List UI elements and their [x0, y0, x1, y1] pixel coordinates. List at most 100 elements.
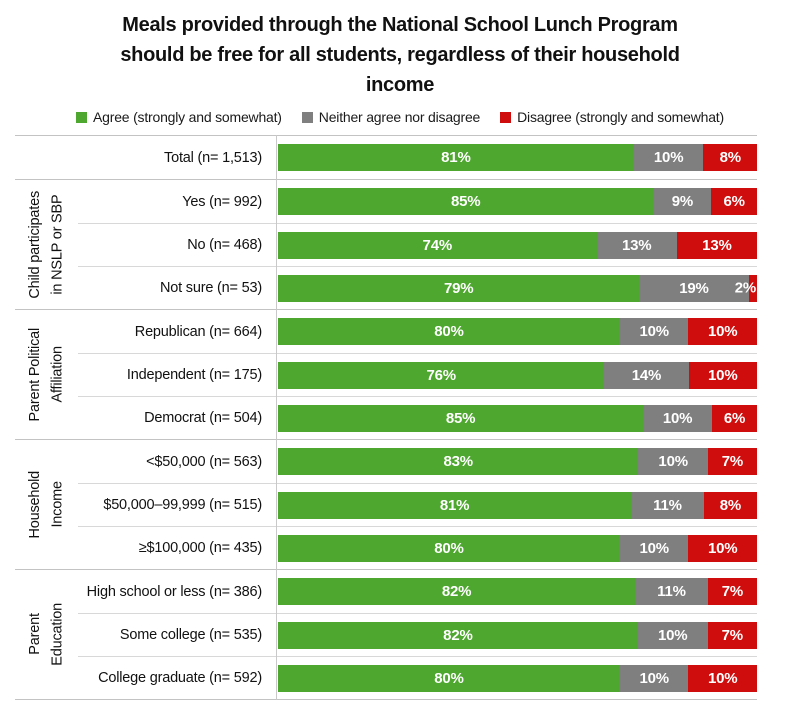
bar-segment-neither: 10% [638, 448, 708, 475]
legend-swatch-disagree-icon [500, 111, 512, 123]
bar-segment-agree: 82% [278, 578, 636, 605]
bar-segment-label: 10% [653, 149, 684, 166]
category-group: Total (n= 1,513) 81% 10% 8% [15, 135, 757, 179]
category-label: Democrat (n= 504) [144, 410, 262, 426]
bar-segment-label: 81% [441, 149, 471, 166]
legend-label: Neither agree nor disagree [318, 109, 481, 125]
chart: Total (n= 1,513) 81% 10% 8% Child participat… [15, 135, 758, 700]
bar-segment-disagree: 8% [703, 144, 757, 171]
legend: Agree (strongly and somewhat) Neither ag… [0, 109, 800, 125]
group-label-cell: Parent Education [15, 570, 78, 699]
bar-segment-agree: 80% [278, 664, 620, 692]
chart-row: Some college (n= 535) 82% 10% 7% [78, 613, 757, 656]
bar-segment-disagree: 7% [707, 621, 757, 649]
stacked-bar: 81% 11% 8% [278, 491, 757, 519]
legend-label: Agree (strongly and somewhat) [93, 109, 282, 125]
chart-row: ≥$100,000 (n= 435) 80% 10% 10% [78, 526, 757, 569]
bar-segment-agree: 80% [278, 318, 620, 345]
bar-segment-label: 10% [662, 409, 693, 427]
group-rows: Total (n= 1,513) 81% 10% 8% [78, 136, 757, 179]
bar-segment-neither: 11% [631, 491, 704, 519]
group-rows: High school or less (n= 386) 82% 11% 7% Some… [78, 570, 758, 699]
bar-segment-label: 10% [639, 539, 670, 557]
chart-row: High school or less (n= 386) 82% 11% 7% [78, 570, 758, 613]
bar-segment-neither: 14% [604, 361, 689, 389]
bar-segment-agree: 82% [278, 621, 638, 649]
group-label-cell: Parent Political Affiliation [15, 310, 78, 439]
bar-segment-label: 13% [702, 236, 732, 254]
stacked-bar: 83% 10% 7% [278, 448, 758, 475]
bar-segment-disagree: 10% [688, 361, 757, 389]
bar-segment-label: 10% [708, 323, 738, 340]
bar-segment-disagree: 10% [688, 664, 757, 692]
bar-segment-label: 85% [450, 193, 481, 210]
group-label: Parent Political Affiliation [27, 327, 66, 422]
group-label: Parent Education [27, 603, 66, 666]
bar-segment-disagree: 7% [707, 578, 758, 605]
group-label-cell [15, 136, 78, 179]
bar-segment-agree: 74% [278, 231, 597, 259]
category-label: Some college (n= 535) [119, 627, 262, 643]
bar-segment-neither: 9% [653, 188, 712, 215]
bar-segment-label: 7% [721, 453, 744, 470]
chart-row: Republican (n= 664) 80% 10% 10% [78, 310, 757, 353]
chart-row: $50,000–99,999 (n= 515) 81% 11% 8% [78, 483, 757, 526]
bar-segment-neither: 11% [635, 578, 708, 605]
group-label-cell: Household Income [15, 440, 78, 569]
bar-segment-label: 7% [721, 626, 743, 644]
bar-segment-agree: 76% [278, 361, 605, 389]
category-label: No (n= 468) [187, 237, 262, 253]
category-label: Yes (n= 992) [182, 193, 262, 210]
bar-segment-label: 8% [719, 149, 741, 166]
bar-segment-neither: 10% [619, 534, 689, 562]
group-rows: Republican (n= 664) 80% 10% 10% Independent … [78, 310, 757, 439]
bar-segment-disagree: 8% [703, 491, 757, 519]
category-label: College graduate (n= 592) [98, 670, 262, 686]
bar-segment-label: 82% [441, 583, 472, 600]
legend-item-agree: Agree (strongly and somewhat) [76, 109, 282, 125]
bar-segment-disagree: 7% [707, 448, 758, 475]
bar-segment-label: 80% [434, 539, 464, 557]
stacked-bar: 81% 10% 8% [278, 144, 757, 171]
stacked-bar: 79% 19% 2% [278, 274, 758, 302]
category-axis-line [276, 135, 277, 700]
bar-segment-label: 10% [639, 669, 670, 687]
stacked-bar: 82% 11% 7% [278, 578, 758, 605]
bar-segment-label: 82% [443, 626, 473, 644]
bar-segment-label: 79% [443, 279, 474, 297]
category-label: $50,000–99,999 (n= 515) [103, 497, 262, 513]
bar-segment-disagree: 10% [688, 534, 757, 562]
bar-segment-agree: 81% [278, 491, 632, 519]
category-group: Child participates in NSLP or SBP Yes (n=… [15, 179, 758, 309]
category-label: ≥$100,000 (n= 435) [138, 540, 262, 556]
legend-swatch-agree-icon [76, 111, 88, 123]
bar-segment-label: 76% [426, 366, 456, 384]
stacked-bar: 80% 10% 10% [278, 534, 757, 562]
bar-segment-label: 19% [679, 279, 709, 297]
bar-segment-label: 83% [443, 453, 474, 470]
bar-segment-label: 10% [657, 626, 688, 644]
chart-row: Yes (n= 992) 85% 9% 6% [78, 180, 757, 223]
chart-row: <$50,000 (n= 563) 83% 10% 7% [78, 440, 758, 483]
stacked-bar: 85% 9% 6% [278, 188, 757, 215]
stacked-bar: 74% 13% 13% [278, 231, 758, 259]
bar-segment-label: 8% [719, 496, 742, 514]
bar-segment-disagree: 6% [711, 188, 757, 215]
bar-segment-agree: 81% [278, 144, 634, 171]
bar-segment-disagree: 13% [676, 231, 758, 259]
bar-segment-label: 13% [621, 236, 652, 254]
group-rows: Yes (n= 992) 85% 9% 6% No (n= 468) 74% 13% 13% N… [78, 180, 758, 309]
chart-row: Democrat (n= 504) 85% 10% 6% [78, 396, 757, 439]
chart-row: Total (n= 1,513) 81% 10% 8% [78, 136, 757, 179]
category-label: High school or less (n= 386) [86, 583, 263, 600]
bar-segment-label: 10% [708, 539, 738, 557]
legend-swatch-neither-icon [301, 111, 313, 123]
title-line: should be free for all students, regardl… [120, 44, 680, 66]
stacked-bar: 76% 14% 10% [278, 361, 757, 389]
stacked-bar: 80% 10% 10% [278, 664, 757, 692]
bar-segment-agree: 85% [278, 188, 654, 215]
page-title: Meals provided through the National Scho… [0, 0, 800, 100]
bar-segment-neither: 10% [633, 144, 704, 171]
legend-item-neither: Neither agree nor disagree [301, 109, 481, 125]
bar-segment-neither: 10% [643, 404, 713, 432]
